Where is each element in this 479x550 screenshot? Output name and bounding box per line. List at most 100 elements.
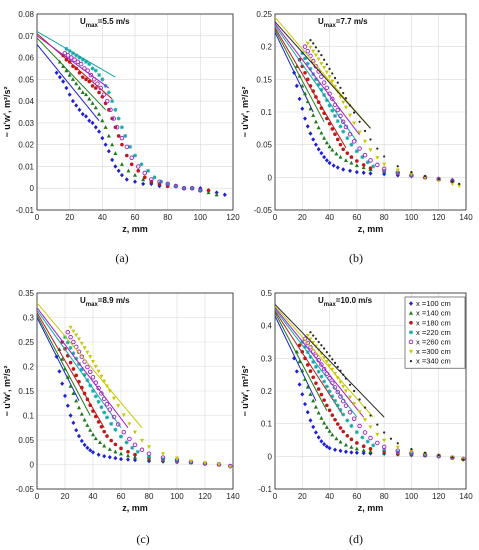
data-point — [110, 157, 115, 163]
data-point — [330, 380, 335, 386]
data-point — [354, 450, 359, 455]
data-point — [338, 439, 343, 444]
fit-line — [274, 304, 385, 418]
y-tick-label: 0.4 — [261, 322, 273, 331]
data-point — [133, 454, 137, 459]
legend-marker — [409, 301, 413, 306]
data-point — [297, 382, 302, 387]
data-point — [91, 77, 97, 82]
data-point — [121, 429, 127, 435]
data-point — [327, 445, 332, 451]
data-point — [198, 188, 203, 193]
data-point — [102, 443, 107, 448]
data-point — [102, 379, 107, 384]
data-point — [322, 135, 327, 140]
data-point — [325, 351, 328, 354]
data-point — [462, 458, 465, 461]
data-point — [368, 148, 373, 153]
data-point — [96, 452, 101, 457]
y-axis-label: − u'w', m²/s² — [2, 86, 12, 137]
series-6 — [274, 304, 465, 461]
series-4 — [36, 307, 233, 469]
data-point — [345, 433, 350, 438]
data-point — [327, 121, 332, 126]
x-tick-label: 60 — [131, 213, 140, 222]
data-point — [333, 132, 337, 137]
data-point — [94, 86, 98, 90]
data-point — [316, 387, 321, 391]
data-point — [84, 59, 88, 64]
data-point — [109, 421, 114, 426]
y-tick-label: 0.03 — [18, 119, 34, 128]
data-point — [348, 395, 353, 400]
data-point — [316, 147, 321, 152]
data-point — [323, 58, 326, 61]
data-point — [339, 86, 342, 89]
data-point — [349, 423, 354, 428]
data-point — [79, 367, 84, 372]
data-point — [152, 175, 157, 180]
data-point — [333, 417, 337, 422]
data-point — [340, 119, 346, 125]
data-point — [362, 430, 368, 435]
data-point — [324, 360, 329, 364]
data-point — [80, 57, 85, 62]
data-point — [327, 363, 332, 368]
data-point — [313, 119, 318, 124]
data-point — [82, 372, 87, 377]
data-point — [354, 163, 359, 168]
legend-entry: x =140 cm — [416, 309, 451, 318]
data-point — [347, 409, 353, 415]
y-tick-label: 0.3 — [261, 354, 273, 363]
data-point — [99, 424, 104, 429]
fit-line — [274, 16, 371, 129]
x-tick-label: 140 — [459, 492, 473, 501]
data-point — [297, 96, 302, 102]
y-tick-label: 0.15 — [256, 75, 272, 84]
data-point — [141, 177, 146, 182]
data-point — [114, 124, 120, 130]
data-point — [88, 403, 92, 408]
data-point — [93, 125, 98, 130]
data-point — [345, 151, 350, 155]
data-point — [101, 92, 107, 97]
data-point — [141, 181, 146, 187]
x-tick-label: 100 — [405, 492, 419, 501]
data-point — [294, 369, 299, 374]
data-point — [149, 177, 154, 182]
data-point — [338, 394, 343, 399]
fit-line — [36, 309, 122, 429]
data-point — [106, 133, 111, 138]
data-point — [355, 441, 359, 445]
data-point — [175, 459, 179, 464]
data-point — [423, 175, 428, 180]
data-point — [303, 56, 308, 61]
data-point — [96, 369, 101, 374]
data-point — [139, 447, 145, 453]
data-point — [343, 403, 349, 408]
data-point — [104, 401, 110, 407]
legend-marker — [409, 310, 413, 315]
data-point — [349, 450, 354, 455]
data-point — [88, 383, 93, 388]
data-point — [349, 160, 354, 165]
data-point — [82, 66, 87, 71]
y-tick-label: 0.05 — [256, 141, 272, 150]
data-point — [363, 139, 368, 144]
y-tick-label: 0.05 — [18, 75, 34, 84]
data-point — [341, 429, 346, 434]
data-point — [347, 131, 353, 137]
data-point — [353, 111, 356, 114]
series-3 — [36, 309, 221, 467]
legend-entry: x =180 cm — [416, 318, 451, 327]
panel-c: 0 20 40 60 80 100 120 140-0.0500.050.10.150.20.… — [2, 289, 240, 546]
y-tick-label: -0.1 — [258, 485, 272, 494]
data-point — [395, 168, 400, 173]
data-point — [361, 165, 366, 170]
data-point — [297, 359, 302, 364]
data-point — [383, 155, 386, 158]
fit-line — [274, 310, 344, 416]
data-point — [294, 83, 299, 89]
data-point — [123, 133, 128, 138]
legend-marker — [409, 330, 413, 335]
